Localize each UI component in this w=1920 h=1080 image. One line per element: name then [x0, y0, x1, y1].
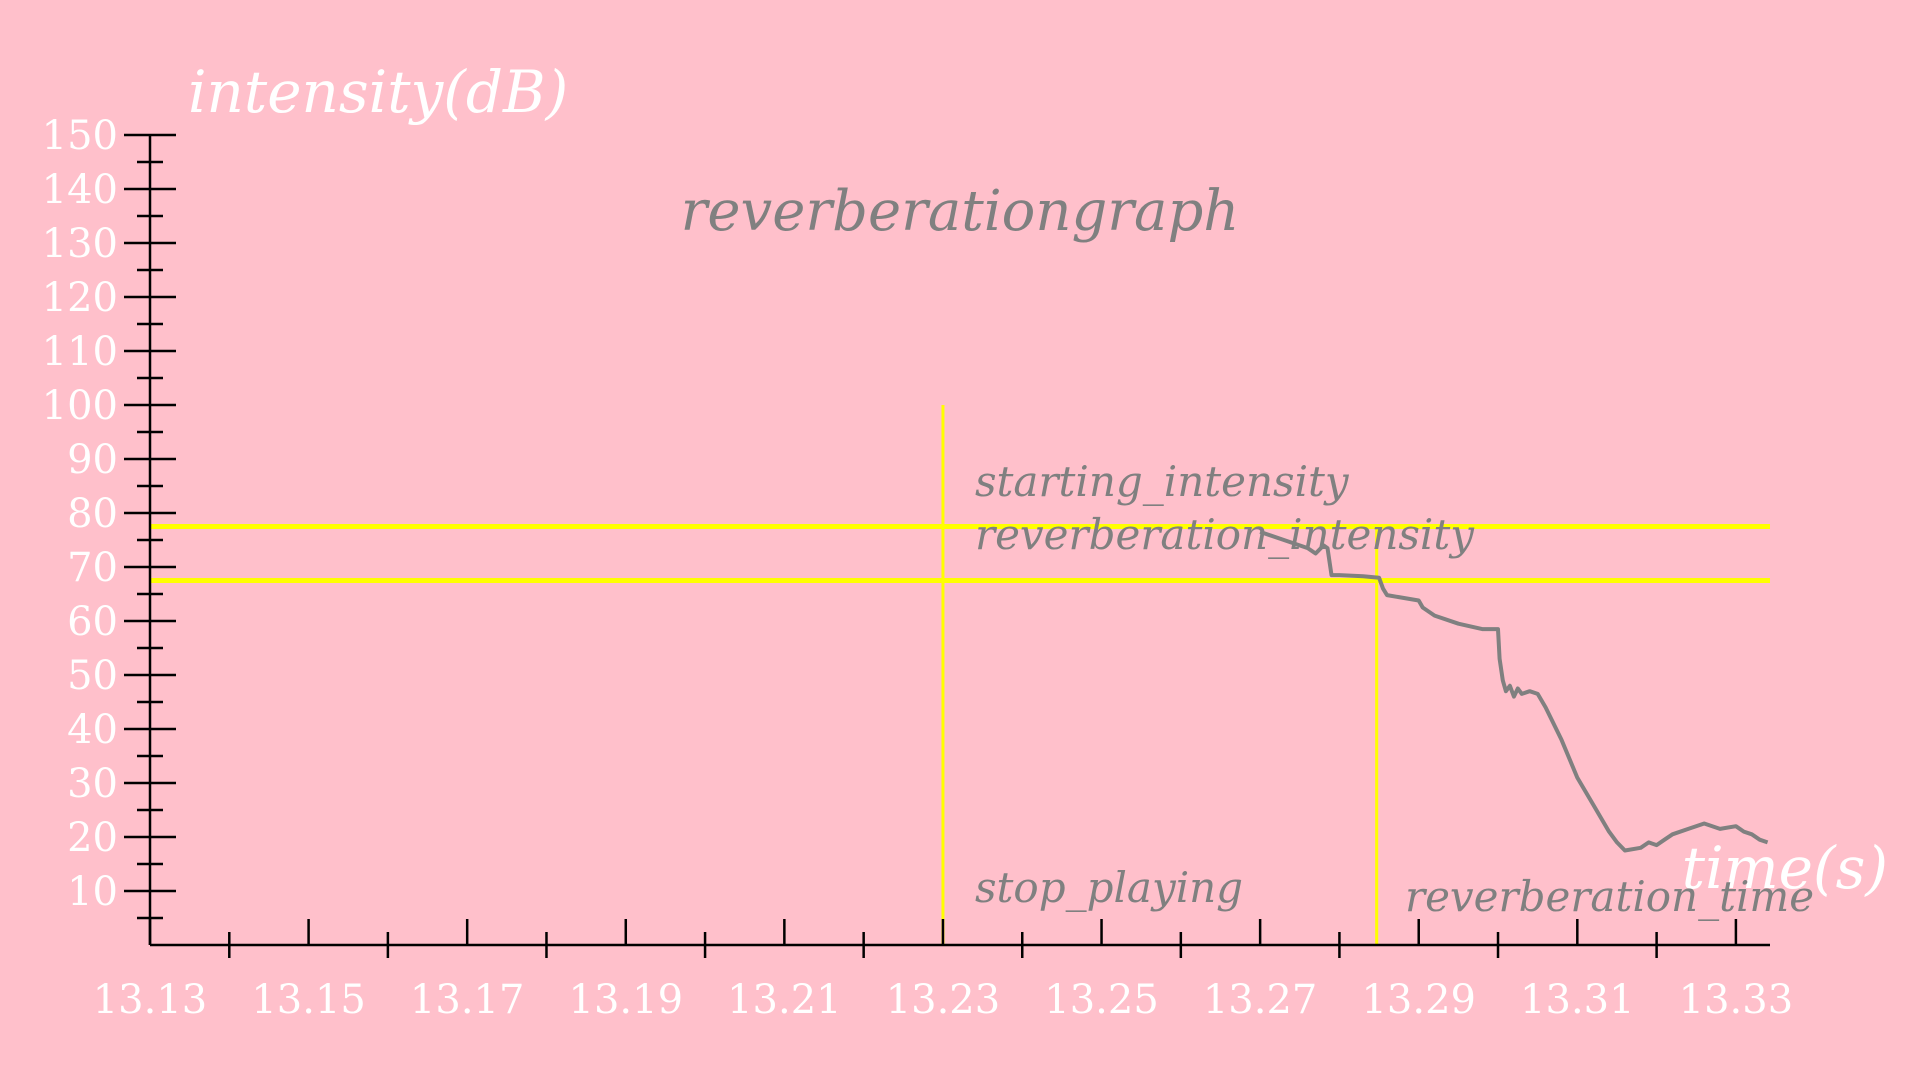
- y-tick-label: 20: [67, 815, 118, 861]
- y-tick-label: 90: [67, 437, 118, 483]
- reference-lines: [150, 405, 1770, 945]
- y-tick-label: 60: [67, 599, 118, 645]
- y-tick-label: 10: [67, 869, 118, 915]
- y-tick-label: 30: [67, 761, 118, 807]
- x-tick-label: 13.29: [1361, 977, 1476, 1023]
- y-tick-label: 50: [67, 653, 118, 699]
- ticks-layer: 13.13 13.15 13.17 13.19 13.21 13.23 13.25 13.27…: [42, 113, 1794, 1023]
- y-tick-label: 80: [67, 491, 118, 537]
- y-tick-label: 70: [67, 545, 118, 591]
- x-tick-label: 13.27: [1203, 977, 1318, 1023]
- x-tick-label: 13.23: [886, 977, 1001, 1023]
- y-tick-label: 110: [42, 329, 118, 375]
- annotation-stop-playing: stop_playing: [975, 863, 1243, 912]
- x-tick-label: 13.21: [727, 977, 842, 1023]
- series-layer: [1259, 530, 1769, 853]
- x-tick-label: 13.25: [1044, 977, 1159, 1023]
- y-axis-title: intensity(dB): [188, 58, 568, 126]
- chart-title: reverberationgraph: [681, 179, 1240, 244]
- annotation-starting-intensity: starting_intensity: [975, 457, 1350, 506]
- y-tick-label: 130: [42, 221, 118, 267]
- annotation-reverberation-intensity: reverberation_intensity: [975, 510, 1475, 559]
- x-tick-label: 13.13: [93, 977, 208, 1023]
- y-tick-label: 40: [67, 707, 118, 753]
- x-tick-label: 13.33: [1679, 977, 1794, 1023]
- series-line-0: [1259, 530, 1769, 853]
- y-tick-label: 140: [42, 167, 118, 213]
- x-axis-title: time(s): [1682, 834, 1888, 902]
- annotation-reverberation-time: reverberation_time: [1405, 872, 1814, 921]
- y-tick-label: 120: [42, 275, 118, 321]
- y-tick-label: 100: [42, 383, 118, 429]
- x-tick-label: 13.31: [1520, 977, 1635, 1023]
- x-tick-label: 13.17: [410, 977, 525, 1023]
- x-tick-label: 13.15: [251, 977, 366, 1023]
- x-tick-label: 13.19: [569, 977, 684, 1023]
- axes-layer: [148, 135, 1770, 947]
- y-tick-label: 150: [42, 113, 118, 159]
